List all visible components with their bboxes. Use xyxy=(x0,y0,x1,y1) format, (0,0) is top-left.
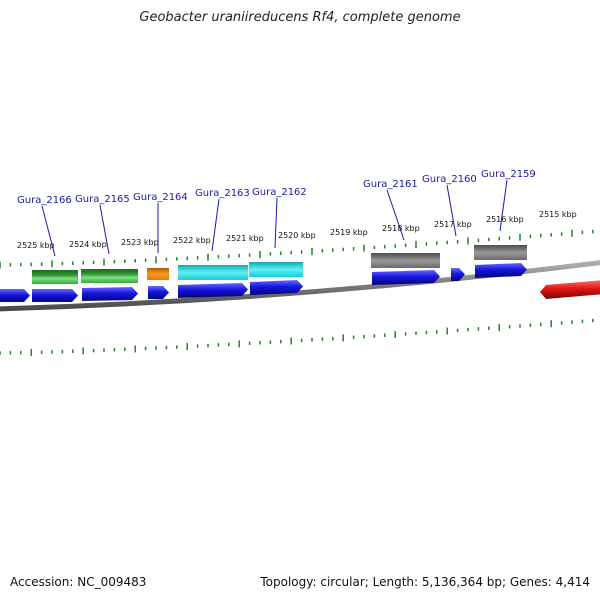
gene-label-gura-2160[interactable]: Gura_2160 xyxy=(422,174,477,185)
kbp-label: 2517 kbp xyxy=(434,220,472,229)
feature-gura-2163[interactable] xyxy=(178,265,248,280)
leader-line xyxy=(386,189,405,241)
kbp-label: 2520 kbp xyxy=(278,231,316,240)
accession-text: Accession: NC_009483 xyxy=(10,575,147,589)
gene-label-leaders xyxy=(41,179,508,257)
feature-track xyxy=(32,245,527,284)
kbp-label: 2516 kbp xyxy=(486,215,524,224)
genome-summary-text: Topology: circular; Length: 5,136,364 bp… xyxy=(260,575,590,589)
feature-gura-2166[interactable] xyxy=(32,270,78,284)
leader-line xyxy=(274,197,278,249)
leader-line xyxy=(41,205,56,257)
feature-gura-2165[interactable] xyxy=(81,269,138,283)
gene-arrow-gura-2164[interactable] xyxy=(148,286,169,299)
leader-line xyxy=(446,184,457,237)
gene-arrow-gura-2160[interactable] xyxy=(451,268,465,281)
leader-line xyxy=(99,204,110,255)
gene-label-gura-2166[interactable]: Gura_2166 xyxy=(17,195,72,206)
gene-labels: Gura_2166 Gura_2165 Gura_2164 Gura_2163 … xyxy=(17,169,536,206)
kbp-label: 2522 kbp xyxy=(173,236,211,245)
gene-label-gura-2164[interactable]: Gura_2164 xyxy=(133,192,188,203)
gene-arrow-gura-2159[interactable] xyxy=(475,263,527,278)
gene-arrow-left-edge[interactable] xyxy=(0,289,30,302)
kbp-label: 2518 kbp xyxy=(382,224,420,233)
feature-gura-2164[interactable] xyxy=(147,268,169,280)
kbp-label: 2524 kbp xyxy=(69,240,107,249)
leader-line xyxy=(499,179,508,232)
gene-label-gura-2165[interactable]: Gura_2165 xyxy=(75,194,130,205)
map-title: Geobacter uraniireducens Rf4, complete g… xyxy=(139,10,461,25)
inner-tick-ring xyxy=(0,318,594,356)
gene-label-gura-2162[interactable]: Gura_2162 xyxy=(252,187,307,198)
kbp-label: 2523 kbp xyxy=(121,238,159,247)
gene-arrow-red[interactable] xyxy=(540,280,600,299)
gene-arrow-gura-2166[interactable] xyxy=(32,289,78,302)
feature-gura-2162[interactable] xyxy=(249,262,303,277)
gene-label-gura-2163[interactable]: Gura_2163 xyxy=(195,188,250,199)
feature-gura-2159[interactable] xyxy=(474,245,527,260)
kbp-label: 2521 kbp xyxy=(226,234,264,243)
kbp-scale-labels: 2525 kbp 2524 kbp 2523 kbp 2522 kbp 2521… xyxy=(17,210,577,250)
kbp-label: 2519 kbp xyxy=(330,228,368,237)
gene-arrow-gura-2161[interactable] xyxy=(372,270,440,285)
kbp-label: 2525 kbp xyxy=(17,241,55,250)
gene-arrow-gura-2162[interactable] xyxy=(250,280,303,295)
outer-tick-ring xyxy=(0,229,594,269)
kbp-label: 2515 kbp xyxy=(539,210,577,219)
gene-track xyxy=(0,263,600,302)
gene-arrow-gura-2163[interactable] xyxy=(178,283,248,298)
leader-line xyxy=(211,198,220,252)
gene-label-gura-2159[interactable]: Gura_2159 xyxy=(481,169,536,180)
gene-arrow-gura-2165[interactable] xyxy=(82,287,138,301)
gene-label-gura-2161[interactable]: Gura_2161 xyxy=(363,179,418,190)
feature-gura-2161[interactable] xyxy=(371,253,440,268)
